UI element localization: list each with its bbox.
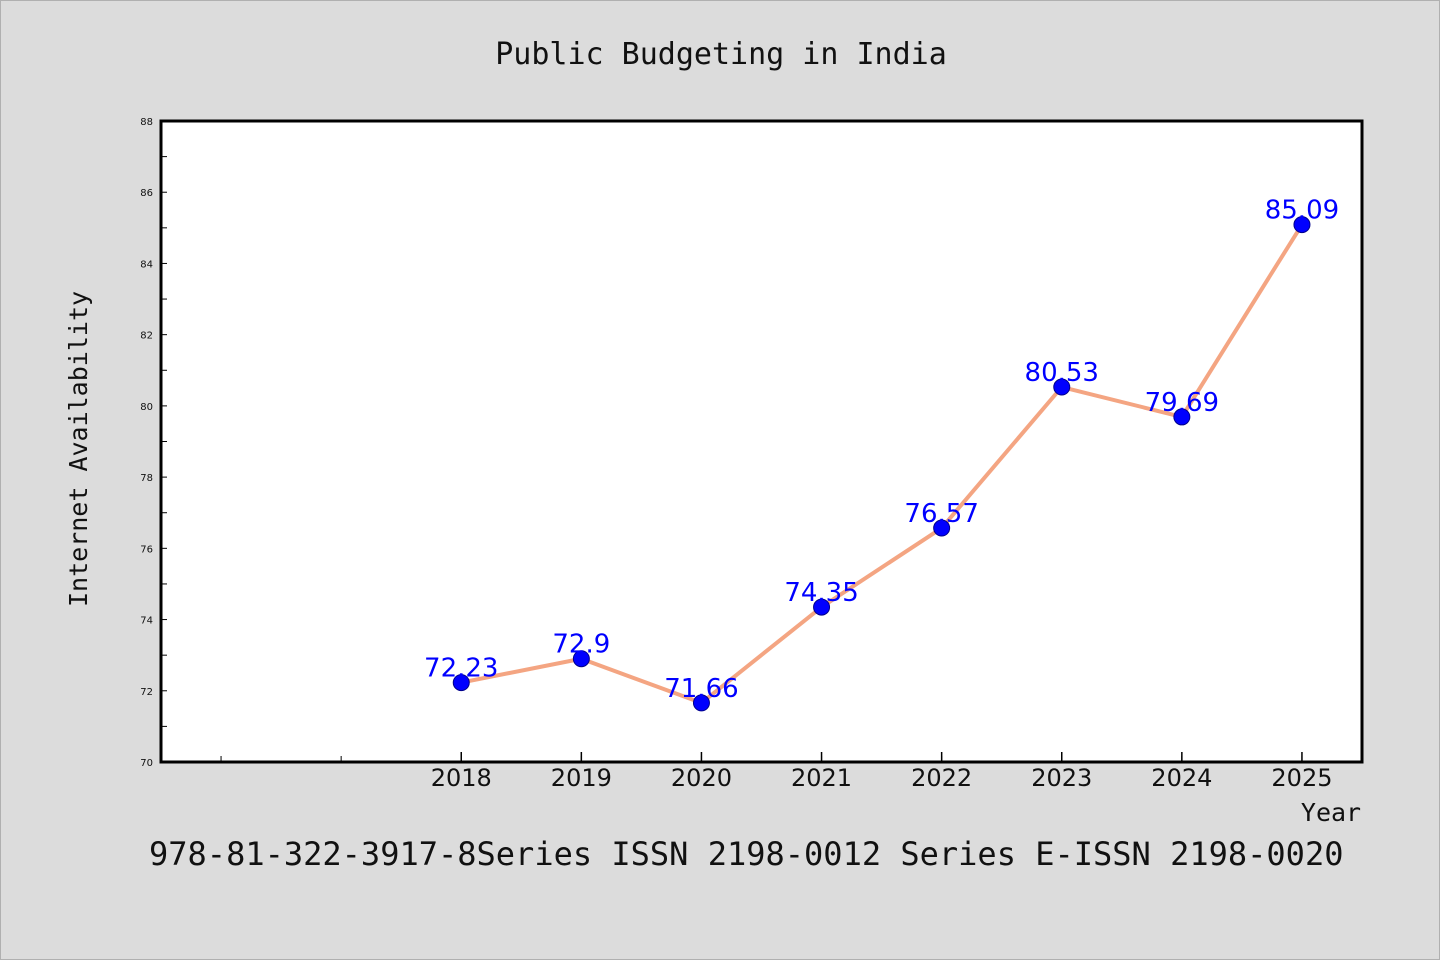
data-label: 80.53 [1025,358,1099,388]
y-tick-label: 74 [140,616,153,627]
series-group: 72.23 72.9 71.66 74.35 76.57 80.53 79.69 85.09 [424,196,1339,712]
y-axis-ticks: 70 72 74 76 78 80 82 84 86 88 [140,117,167,769]
y-tick-label: 70 [140,758,153,769]
x-tick-label: 2018 [431,764,492,792]
footer-isbn-text: 978-81-322-3917-8Series ISSN 2198-0012 S… [149,835,1343,873]
y-tick-label: 82 [140,331,153,342]
y-tick-label: 86 [140,188,153,199]
y-axis-label: Internet Availability [64,291,93,607]
y-tick-label: 78 [140,473,153,484]
x-tick-label: 2023 [1031,764,1092,792]
data-point [813,598,831,616]
plot-frame [159,119,1364,764]
data-point [692,694,710,712]
series-line [459,222,1304,705]
data-label: 74.35 [784,578,858,608]
x-tick-label: 2024 [1151,764,1212,792]
y-tick-label: 88 [140,117,153,128]
plot-area [161,121,1362,762]
x-tick-label: 2019 [551,764,612,792]
x-tick-label: 2022 [911,764,972,792]
data-label: 72.23 [424,654,498,684]
data-point [1293,216,1311,234]
y-tick-label: 84 [140,259,153,270]
x-axis-label: Year [1301,798,1361,827]
data-label: 85.09 [1265,196,1339,226]
x-tick-label: 2025 [1271,764,1332,792]
x-tick-label: 2021 [791,764,852,792]
data-point [572,650,590,668]
chart-title: Public Budgeting in India [495,37,947,72]
data-label: 79.69 [1145,388,1219,418]
y-tick-label: 80 [140,402,153,413]
y-tick-label: 72 [140,687,153,698]
x-tick-label: 2020 [671,764,732,792]
data-point [1053,378,1071,396]
x-axis-ticks: 2018 2019 2020 2021 2022 2023 2024 2025 [220,752,1332,792]
data-point [452,674,470,692]
data-label: 71.66 [664,674,738,704]
data-label: 76.57 [904,499,978,529]
y-tick-label: 76 [140,544,153,555]
data-point [933,519,951,537]
data-label: 72.9 [552,630,610,660]
data-point [1173,408,1191,426]
